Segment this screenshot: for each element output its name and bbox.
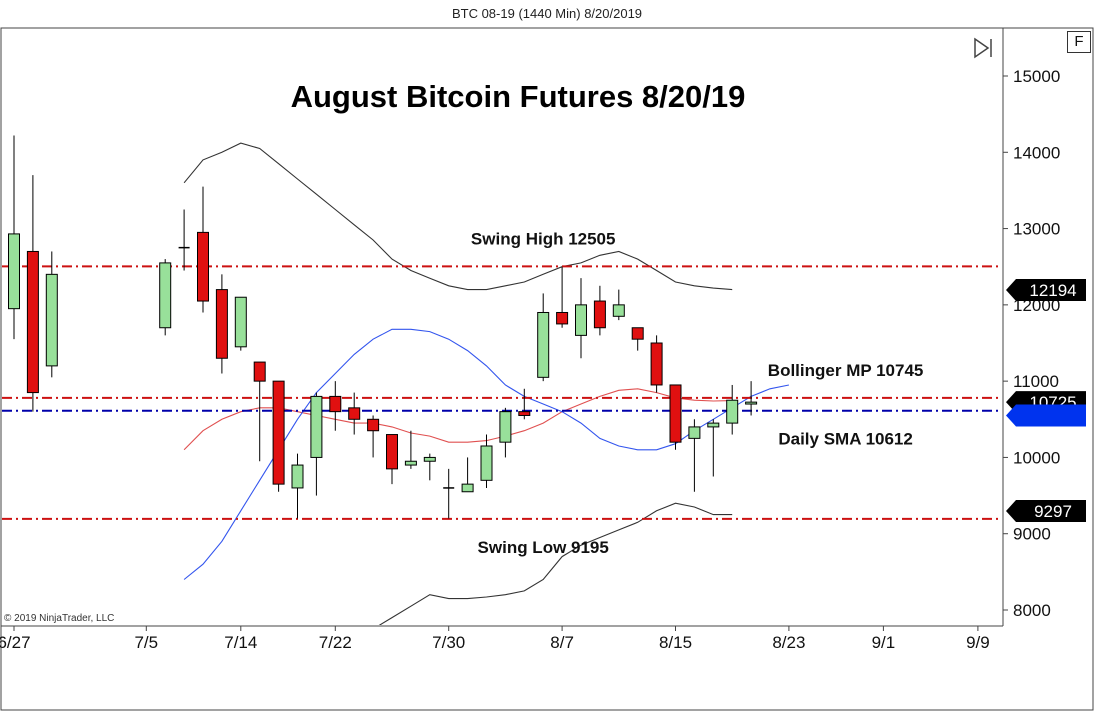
candle-down [669, 384, 682, 443]
candle-up [423, 456, 436, 462]
x-tick-label: 8/7 [550, 633, 574, 652]
price-tag [1006, 404, 1086, 427]
time-axis[interactable]: 6/27 7/5 7/14 7/22 7/30 8/7 8/15 8/23 9/1 9/9 [0, 626, 990, 652]
candle-up [575, 304, 587, 336]
copyright-text: © 2019 NinjaTrader, LLC [4, 613, 114, 624]
level-label: Daily SMA 10612 [778, 430, 913, 449]
candle-down [26, 250, 39, 394]
y-tick-label: 10000 [1013, 448, 1060, 467]
y-tick-label: 9000 [1013, 525, 1051, 544]
candle-down [329, 395, 342, 413]
candle-up [707, 422, 720, 428]
level-label: Swing Low 9195 [478, 538, 609, 557]
level-label: Swing High 12505 [471, 229, 616, 248]
candle-up [234, 296, 247, 348]
level-labels: Swing High 12505 Bollinger MP 10745 Daily … [471, 229, 923, 557]
candle-up [461, 483, 474, 493]
price-tag [1006, 279, 1086, 302]
candle-up [310, 395, 323, 458]
y-tick-label: 14000 [1013, 143, 1060, 162]
chart-title: August Bitcoin Futures 8/20/19 [291, 79, 746, 114]
candle-up [612, 304, 625, 317]
candle-down [253, 361, 266, 382]
series-bollinger-upper [183, 142, 733, 291]
indicator-lines [183, 142, 790, 625]
y-tick-label: 15000 [1013, 67, 1060, 86]
candle-up [537, 311, 550, 378]
candle-up [688, 426, 701, 439]
candle-up [8, 233, 20, 310]
series-daily-sma [183, 328, 790, 580]
price-tag [1006, 500, 1086, 523]
x-tick-label: 6/27 [0, 633, 31, 652]
candle-up [291, 464, 304, 489]
candle-up [726, 399, 739, 424]
candle-up [745, 401, 758, 405]
price-tag-label: 9297 [1034, 502, 1072, 521]
series-bollinger-lower [378, 502, 733, 625]
y-tick-label: 8000 [1013, 601, 1051, 620]
level-label: Bollinger MP 10745 [768, 361, 924, 380]
candle-down [386, 434, 398, 470]
candle-up [480, 445, 493, 481]
x-tick-label: 8/15 [659, 633, 692, 652]
price-tag-label: 12194 [1029, 281, 1076, 300]
candle-down [367, 418, 380, 432]
x-tick-label: 7/30 [432, 633, 465, 652]
x-tick-label: 7/5 [134, 633, 158, 652]
candle-down [518, 411, 531, 416]
skip-to-end-icon[interactable] [970, 36, 996, 60]
candle-down [631, 327, 644, 340]
candle-down [197, 231, 209, 302]
candle-down [556, 311, 569, 325]
horizontal-levels [2, 265, 1002, 520]
x-tick-label: 8/23 [772, 633, 805, 652]
x-tick-label: 9/1 [872, 633, 896, 652]
candle-up [159, 262, 172, 329]
y-tick-label: 11000 [1013, 372, 1059, 391]
chart-window-title: BTC 08-19 (1440 Min) 8/20/2019 [451, 6, 643, 21]
x-tick-label: 7/22 [319, 633, 352, 652]
candle-up [45, 273, 58, 367]
candle-down [272, 380, 285, 485]
candle-down [348, 407, 361, 420]
x-tick-label: 7/14 [224, 633, 257, 652]
y-tick-label: 13000 [1013, 220, 1060, 239]
candlesticks [8, 135, 758, 519]
format-button[interactable]: F [1067, 31, 1091, 53]
candle-down [650, 342, 663, 386]
candle-up [404, 460, 417, 466]
candle-down [215, 289, 228, 359]
x-tick-label: 9/9 [966, 633, 990, 652]
candle-down [593, 300, 606, 329]
candle-up [499, 411, 512, 443]
chart-frame [0, 27, 1094, 711]
